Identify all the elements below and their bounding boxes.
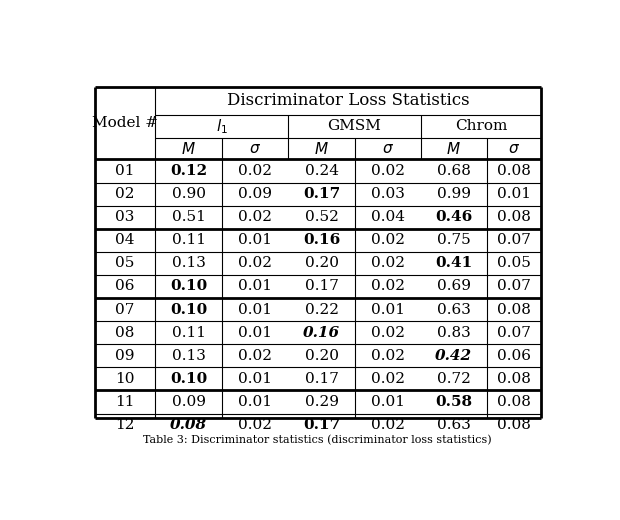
- Text: 0.20: 0.20: [304, 256, 339, 270]
- Text: 0.75: 0.75: [437, 233, 471, 248]
- Text: 0.01: 0.01: [238, 233, 272, 248]
- Text: 0.83: 0.83: [437, 326, 471, 340]
- Text: Chrom: Chrom: [454, 119, 507, 133]
- Text: 0.01: 0.01: [238, 279, 272, 293]
- Text: 0.01: 0.01: [497, 187, 531, 201]
- Text: 0.17: 0.17: [303, 418, 340, 432]
- Text: 0.08: 0.08: [497, 164, 531, 178]
- Text: 0.11: 0.11: [172, 233, 206, 248]
- Text: $l_1$: $l_1$: [216, 117, 228, 136]
- Text: 0.10: 0.10: [170, 303, 207, 317]
- Text: 0.42: 0.42: [435, 349, 472, 363]
- Text: 12: 12: [115, 418, 135, 432]
- Text: 11: 11: [115, 395, 135, 409]
- Text: 0.13: 0.13: [172, 256, 206, 270]
- Text: 0.02: 0.02: [371, 256, 405, 270]
- Text: 0.09: 0.09: [172, 395, 206, 409]
- Text: 0.10: 0.10: [170, 372, 207, 386]
- Text: 0.72: 0.72: [437, 372, 471, 386]
- Text: 0.02: 0.02: [238, 210, 272, 224]
- Text: 0.02: 0.02: [371, 372, 405, 386]
- Text: 0.07: 0.07: [497, 279, 531, 293]
- Text: 0.08: 0.08: [497, 303, 531, 317]
- Text: 0.01: 0.01: [371, 303, 405, 317]
- Text: 0.08: 0.08: [497, 418, 531, 432]
- Text: 0.04: 0.04: [371, 210, 405, 224]
- Text: 02: 02: [115, 187, 135, 201]
- Text: Table 3: Discriminator statistics (discriminator loss statistics): Table 3: Discriminator statistics (discr…: [143, 435, 492, 445]
- Text: 0.01: 0.01: [371, 395, 405, 409]
- Text: 09: 09: [115, 349, 135, 363]
- Text: 0.02: 0.02: [371, 233, 405, 248]
- Text: 0.02: 0.02: [371, 279, 405, 293]
- Text: 0.29: 0.29: [304, 395, 339, 409]
- Text: 0.11: 0.11: [172, 326, 206, 340]
- Text: 0.24: 0.24: [304, 164, 339, 178]
- Text: 0.01: 0.01: [238, 372, 272, 386]
- Text: 0.05: 0.05: [497, 256, 531, 270]
- Text: 0.12: 0.12: [170, 164, 207, 178]
- Text: 01: 01: [115, 164, 135, 178]
- Text: $\sigma$: $\sigma$: [249, 141, 262, 155]
- Text: 0.06: 0.06: [497, 349, 531, 363]
- Text: 0.13: 0.13: [172, 349, 206, 363]
- Text: 0.08: 0.08: [170, 418, 207, 432]
- Text: 0.02: 0.02: [371, 164, 405, 178]
- Text: 0.20: 0.20: [304, 349, 339, 363]
- Text: $\sigma$: $\sigma$: [382, 141, 394, 155]
- Text: 06: 06: [115, 279, 135, 293]
- Text: 10: 10: [115, 372, 135, 386]
- Text: 0.02: 0.02: [238, 349, 272, 363]
- Text: 0.16: 0.16: [303, 326, 340, 340]
- Text: 0.69: 0.69: [436, 279, 471, 293]
- Text: 0.07: 0.07: [497, 326, 531, 340]
- Text: $M$: $M$: [446, 140, 461, 157]
- Text: $\sigma$: $\sigma$: [508, 141, 520, 155]
- Text: $M$: $M$: [181, 140, 196, 157]
- Text: 0.99: 0.99: [436, 187, 471, 201]
- Text: 0.90: 0.90: [172, 187, 206, 201]
- Text: 0.02: 0.02: [238, 418, 272, 432]
- Text: 0.09: 0.09: [238, 187, 272, 201]
- Text: 0.17: 0.17: [303, 187, 340, 201]
- Text: 0.58: 0.58: [435, 395, 472, 409]
- Text: Model #: Model #: [92, 116, 157, 130]
- Text: 0.22: 0.22: [304, 303, 339, 317]
- Text: 0.03: 0.03: [371, 187, 405, 201]
- Text: 0.16: 0.16: [303, 233, 340, 248]
- Text: 0.08: 0.08: [497, 372, 531, 386]
- Text: 0.08: 0.08: [497, 395, 531, 409]
- Text: 05: 05: [115, 256, 135, 270]
- Text: 0.52: 0.52: [304, 210, 339, 224]
- Text: 0.02: 0.02: [238, 164, 272, 178]
- Text: 0.17: 0.17: [304, 372, 339, 386]
- Text: 0.02: 0.02: [371, 326, 405, 340]
- Text: 0.01: 0.01: [238, 303, 272, 317]
- Text: GMSM: GMSM: [327, 119, 381, 133]
- Text: 03: 03: [115, 210, 135, 224]
- Text: 0.02: 0.02: [238, 256, 272, 270]
- Text: 0.17: 0.17: [304, 279, 339, 293]
- Text: 0.63: 0.63: [437, 303, 471, 317]
- Text: 0.07: 0.07: [497, 233, 531, 248]
- Text: 0.01: 0.01: [238, 326, 272, 340]
- Text: $M$: $M$: [314, 140, 329, 157]
- Text: 08: 08: [115, 326, 135, 340]
- Text: 0.41: 0.41: [435, 256, 472, 270]
- Text: 0.51: 0.51: [172, 210, 206, 224]
- Text: 0.46: 0.46: [435, 210, 472, 224]
- Text: 07: 07: [115, 303, 135, 317]
- Text: 0.01: 0.01: [238, 395, 272, 409]
- Text: 0.08: 0.08: [497, 210, 531, 224]
- Text: 0.02: 0.02: [371, 349, 405, 363]
- Text: Discriminator Loss Statistics: Discriminator Loss Statistics: [227, 93, 469, 109]
- Text: 0.02: 0.02: [371, 418, 405, 432]
- Text: 0.68: 0.68: [437, 164, 471, 178]
- Text: 0.63: 0.63: [437, 418, 471, 432]
- Text: 04: 04: [115, 233, 135, 248]
- Text: 0.10: 0.10: [170, 279, 207, 293]
